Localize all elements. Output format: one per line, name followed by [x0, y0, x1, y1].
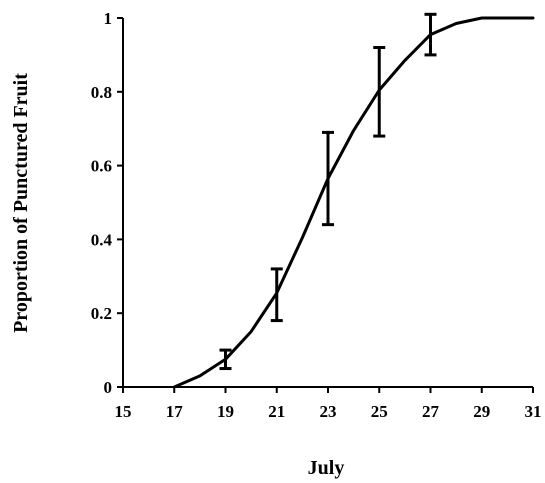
- x-tick-label: 19: [217, 402, 234, 421]
- x-axis-title: July: [308, 457, 345, 479]
- y-tick-label: 0.6: [91, 157, 112, 176]
- error-bar: [322, 130, 334, 227]
- x-tick-label: 23: [320, 402, 337, 421]
- x-tick-label: 31: [525, 402, 542, 421]
- x-tick-label: 21: [268, 402, 285, 421]
- error-bar: [373, 46, 386, 138]
- x-tick-label: 29: [473, 402, 490, 421]
- y-tick-label: 0.2: [91, 304, 112, 323]
- error-bar: [270, 267, 283, 323]
- y-axis-title: Proportion of Punctured Fruit: [10, 73, 32, 333]
- x-tick-label: 17: [166, 402, 184, 421]
- y-axis: 0 0.2 0.4 0.6 0.8 1: [91, 9, 124, 397]
- x-tick-label: 25: [371, 402, 388, 421]
- y-tick-label: 0: [104, 378, 113, 397]
- series-line: [172, 16, 535, 389]
- x-tick-label: 15: [115, 402, 132, 421]
- series-area: [172, 12, 535, 389]
- y-tick-label: 1: [104, 9, 113, 28]
- y-tick-label: 0.8: [91, 83, 112, 102]
- x-axis: 15 17 19 21 23 25 27 29 31: [115, 386, 542, 421]
- error-bar: [424, 12, 437, 57]
- x-tick-label: 27: [422, 402, 440, 421]
- error-bar: [219, 348, 232, 371]
- y-tick-label: 0.4: [91, 230, 113, 249]
